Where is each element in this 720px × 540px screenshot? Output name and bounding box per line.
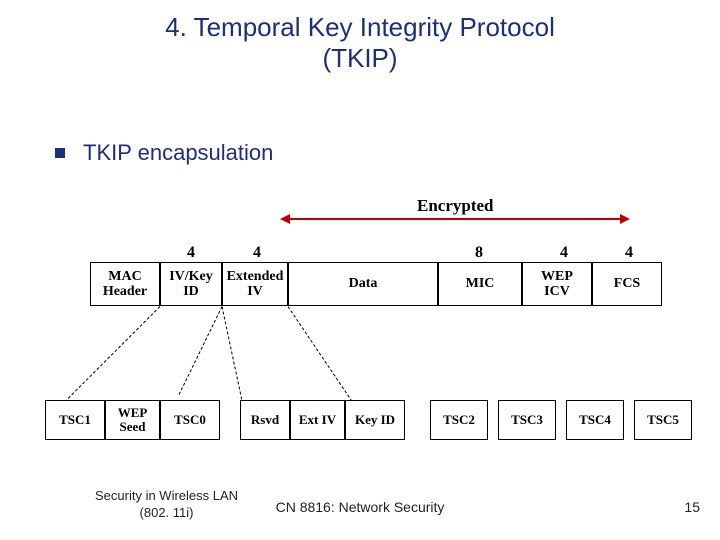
packet-field: MACHeader <box>90 262 160 306</box>
subfield: Key ID <box>345 400 405 440</box>
subfield: TSC1 <box>45 400 105 440</box>
packet-field: Data <box>288 262 438 306</box>
bullet-text: TKIP encapsulation <box>83 140 273 166</box>
size-label: 4 <box>253 244 261 262</box>
title-line1: 4. Temporal Key Integrity Protocol <box>165 12 555 42</box>
packet-field: FCS <box>592 262 662 306</box>
expansion-dash <box>222 306 243 399</box>
packet-field: WEPICV <box>522 262 592 306</box>
packet-field: IV/KeyID <box>160 262 222 306</box>
subfield: Ext IV <box>290 400 345 440</box>
size-label: 4 <box>625 244 633 262</box>
subfield: TSC4 <box>566 400 624 440</box>
subfield: WEPSeed <box>105 400 160 440</box>
size-label: 4 <box>560 244 568 262</box>
expansion-dash <box>64 306 160 402</box>
footer-center: CN 8816: Network Security <box>0 499 720 515</box>
subfield: TSC3 <box>498 400 556 440</box>
size-label: 8 <box>475 244 483 262</box>
encrypted-arrow <box>288 218 622 220</box>
slide-title: 4. Temporal Key Integrity Protocol (TKIP… <box>0 0 720 74</box>
arrow-head-left-icon <box>280 214 290 224</box>
encrypted-label: Encrypted <box>417 196 494 216</box>
expansion-dash <box>179 306 223 395</box>
subfield: TSC0 <box>160 400 220 440</box>
title-line2: (TKIP) <box>322 43 397 73</box>
bullet-row: TKIP encapsulation <box>55 140 273 166</box>
subfield: TSC2 <box>430 400 488 440</box>
arrow-head-right-icon <box>620 214 630 224</box>
bullet-square-icon <box>55 148 65 158</box>
size-label: 4 <box>187 244 195 262</box>
footer-page-number: 15 <box>684 499 700 515</box>
packet-field: ExtendedIV <box>222 262 288 306</box>
packet-field: MIC <box>438 262 522 306</box>
subfield: TSC5 <box>634 400 692 440</box>
subfield: Rsvd <box>240 400 290 440</box>
